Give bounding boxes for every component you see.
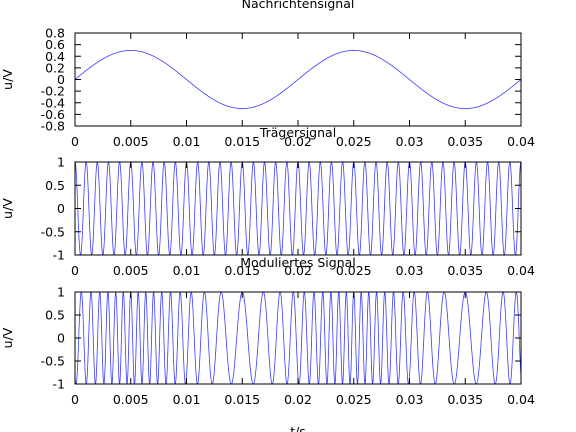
- x-tick-label: 0.01: [173, 263, 201, 278]
- subplot-3: 0 0.005 0.01 0.015 0.02 0.025 0.03 0.035 0.04 1 0.…: [0, 255, 535, 432]
- y-axis-label: u/V: [0, 198, 15, 219]
- subplot-1: 0 0.005 0.01 0.015 0.02 0.025 0.03 0.035 0.04 0.8…: [0, 0, 535, 149]
- y-tick-label: 0.2: [45, 60, 65, 75]
- y-tick-label: 1: [57, 285, 65, 300]
- x-tick-label: 0.005: [113, 392, 149, 407]
- y-tick-label: 0: [57, 72, 65, 87]
- series-line-2-1: [74, 161, 522, 256]
- x-tick-label: 0: [71, 134, 79, 149]
- y-tick-label: -0.6: [41, 107, 65, 122]
- y-axis-label: u/V: [0, 327, 15, 348]
- x-tick-label: 0.015: [224, 392, 260, 407]
- x-tick-label: 0.02: [284, 392, 312, 407]
- y-tick-label: -0.5: [41, 224, 65, 239]
- x-tick-label: 0: [71, 392, 79, 407]
- y-axis-label: u/V: [0, 69, 15, 90]
- y-tick-label: -0.8: [41, 119, 65, 134]
- x-tick-label: 0.03: [396, 263, 424, 278]
- chart-title: Moduliertes Signal: [240, 255, 356, 270]
- series-line-1-1: [74, 50, 522, 109]
- x-tick-label: 0.015: [224, 263, 260, 278]
- x-tick-label: 0.02: [284, 134, 312, 149]
- chart-title: Trägersignal: [259, 125, 336, 140]
- x-tick-label: 0.025: [336, 134, 372, 149]
- y-tick-label: 0: [57, 201, 65, 216]
- y-tick-label: -0.2: [41, 84, 65, 99]
- y-tick-label: -1: [53, 377, 65, 392]
- plot-frame: [74, 161, 522, 256]
- x-tick-label: 0: [71, 263, 79, 278]
- y-tick-label: -0.5: [41, 354, 65, 369]
- x-tick-label: 0.035: [447, 392, 483, 407]
- x-tick-label: 0.005: [113, 134, 149, 149]
- x-axis-label: t/s: [290, 424, 306, 432]
- x-tick-label: 0.025: [336, 392, 372, 407]
- y-tick-label: 0.5: [45, 308, 65, 323]
- y-tick-label: -0.4: [41, 95, 65, 110]
- x-tick-label: 0.01: [173, 392, 201, 407]
- x-tick-label: 0.03: [396, 392, 424, 407]
- x-tick-label: 0.04: [507, 392, 535, 407]
- x-tick-label: 0.035: [447, 134, 483, 149]
- y-tick-label: 0.6: [45, 37, 65, 52]
- x-tick-label: 0.01: [173, 134, 201, 149]
- y-tick-label: 0.8: [45, 26, 65, 41]
- y-tick-label: 1: [57, 155, 65, 170]
- series-line-3-1: [74, 291, 522, 385]
- x-tick-label: 0.02: [284, 263, 312, 278]
- x-tick-label: 0.005: [113, 263, 149, 278]
- x-tick-label: 0.015: [224, 134, 260, 149]
- x-tick-label: 0.04: [507, 263, 535, 278]
- x-tick-label: 0.04: [507, 134, 535, 149]
- chart-title: Nachrichtensignal: [242, 0, 355, 11]
- x-tick-label: 0.03: [396, 134, 424, 149]
- subplot-2: 0 0.005 0.01 0.015 0.02 0.025 0.03 0.035 0.04 1 0.…: [0, 125, 535, 278]
- y-tick-label: 0: [57, 331, 65, 346]
- x-tick-label: 0.035: [447, 263, 483, 278]
- y-tick-label: 0.5: [45, 178, 65, 193]
- y-tick-label: 0.4: [45, 49, 65, 64]
- y-tick-label: -1: [53, 248, 65, 263]
- x-tick-label: 0.025: [336, 263, 372, 278]
